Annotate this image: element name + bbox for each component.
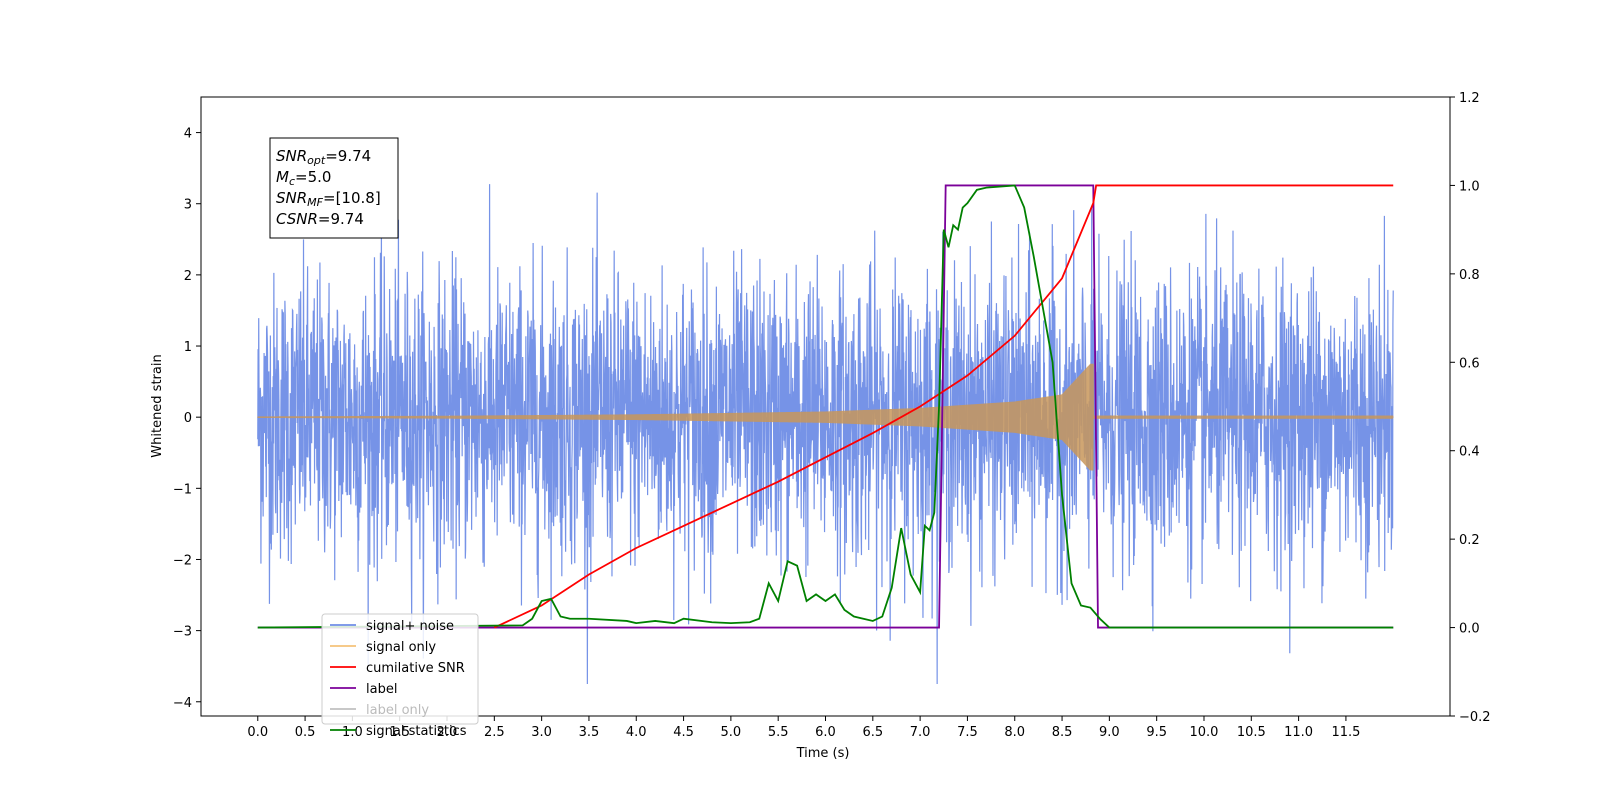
legend-label: cumilative SNR <box>366 661 465 676</box>
x-tick-label: 7.5 <box>957 725 978 740</box>
y-tick-label: 0 <box>184 411 192 426</box>
y-tick-label: 1 <box>184 340 192 355</box>
y-tick-label: −4 <box>173 696 192 711</box>
legend: signal+ noise signal only cumilative SNR la… <box>321 613 479 739</box>
x-tick-label: 3.0 <box>531 725 552 740</box>
y-tick-label: −3 <box>173 625 192 640</box>
annotation-line: SNRopt=9.74 <box>276 147 371 167</box>
x-tick-label: 11.5 <box>1331 725 1360 740</box>
x-tick-label: 7.0 <box>910 725 931 740</box>
legend-label: signal statistics <box>366 724 467 739</box>
y-tick-label: 3 <box>184 198 192 213</box>
x-tick-label: 0.5 <box>295 725 316 740</box>
x-tick-label: 9.0 <box>1099 725 1120 740</box>
y-tick-label: 2 <box>184 269 192 284</box>
y-tick-label: −1 <box>173 482 192 497</box>
series-cumulative-snr-line <box>493 184 1394 629</box>
x-tick-label: 3.5 <box>579 725 600 740</box>
series-signal-statistics-line <box>257 184 1394 629</box>
y2-tick-label: 0.0 <box>1459 622 1480 637</box>
x-tick-label: 9.5 <box>1146 725 1167 740</box>
y2-tick-label: 0.2 <box>1459 533 1480 548</box>
y-axis-label: Whitened strain <box>150 354 165 457</box>
y2-tick-label: 0.6 <box>1459 356 1480 371</box>
x-tick-label: 1.5 <box>389 725 410 740</box>
x-tick-label: 1.0 <box>342 725 363 740</box>
x-tick-label: 2.0 <box>437 725 458 740</box>
x-tick-label: 0.0 <box>247 725 268 740</box>
legend-label: label only <box>366 703 429 718</box>
x-tick-label: 11.0 <box>1284 725 1313 740</box>
series-signal-only-line <box>257 363 1394 471</box>
y2-tick-label: 1.2 <box>1459 91 1480 106</box>
y2-tick-label: −0.2 <box>1459 710 1491 725</box>
y-axis-right: 1.2 1.0 0.8 0.6 0.4 0.2 0.0 −0.2 <box>1450 91 1491 725</box>
y2-tick-label: 1.0 <box>1459 179 1480 194</box>
x-tick-label: 4.5 <box>673 725 694 740</box>
y2-tick-label: 0.8 <box>1459 268 1480 283</box>
legend-label: signal only <box>366 640 436 655</box>
x-tick-label: 8.0 <box>1004 725 1025 740</box>
series-signal-noise-line <box>257 184 1394 684</box>
x-tick-label: 6.0 <box>815 725 836 740</box>
series-layer <box>257 184 1394 684</box>
x-tick-label: 5.0 <box>721 725 742 740</box>
x-tick-label: 10.0 <box>1190 725 1219 740</box>
y-tick-label: −2 <box>173 553 192 568</box>
annotation-frame <box>269 137 399 239</box>
x-tick-label: 2.5 <box>484 725 505 740</box>
y-tick-label: 4 <box>184 127 192 142</box>
x-tick-label: 6.5 <box>862 725 883 740</box>
annotation-line: CSNR=9.74 <box>276 210 364 228</box>
x-tick-label: 10.5 <box>1237 725 1266 740</box>
x-axis-label: Time (s) <box>796 746 850 761</box>
x-axis: 0.0 0.5 1.0 1.5 2.0 2.5 3.0 3.5 4.0 4.5 5.0 5.5 6.0 6… <box>247 716 1360 740</box>
x-tick-label: 4.0 <box>626 725 647 740</box>
x-tick-label: 8.5 <box>1052 725 1073 740</box>
y2-tick-label: 0.4 <box>1459 445 1480 460</box>
x-tick-label: 5.5 <box>768 725 789 740</box>
legend-label: label <box>366 682 397 697</box>
annotation-line: Mc=5.0 <box>276 168 331 188</box>
legend-label: signal+ noise <box>366 619 454 634</box>
annotation-line: SNRMF=[10.8] <box>276 189 381 209</box>
legend-frame <box>321 613 479 725</box>
y-axis-left: 4 3 2 1 0 −1 −2 −3 −4 <box>173 127 201 711</box>
